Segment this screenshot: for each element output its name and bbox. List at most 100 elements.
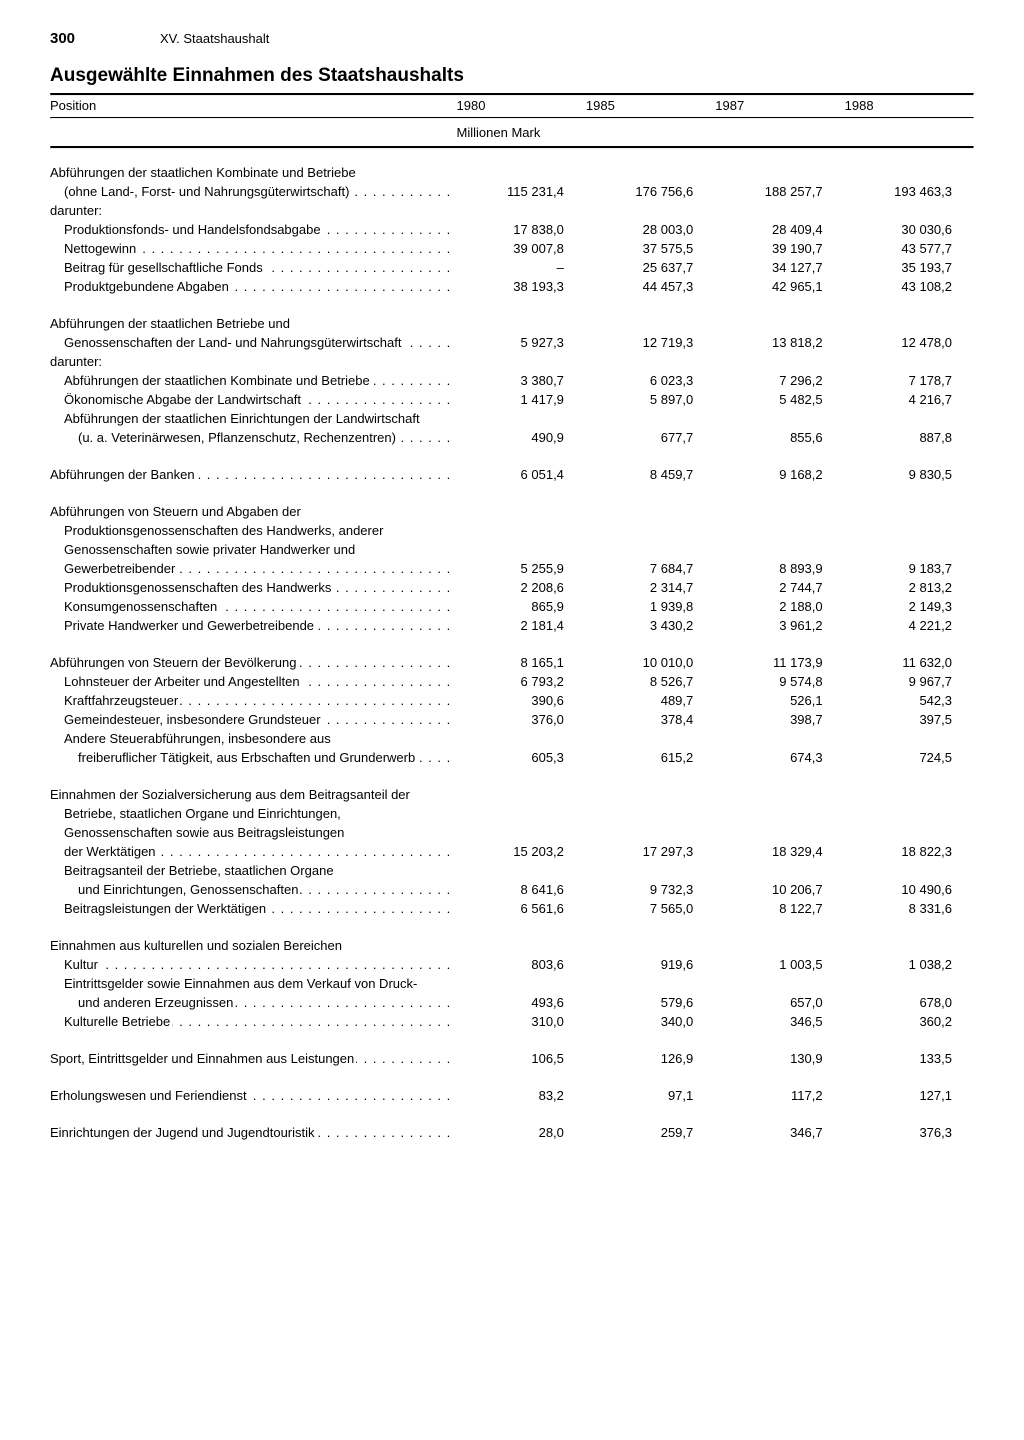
cell-value bbox=[715, 785, 844, 804]
cell-value: 28 409,4 bbox=[715, 220, 844, 239]
row-label: Nettogewinn bbox=[50, 239, 457, 258]
cell-value: 378,4 bbox=[586, 710, 715, 729]
table-row: Kultur803,6919,61 003,51 038,2 bbox=[50, 955, 974, 974]
cell-value: 30 030,6 bbox=[845, 220, 974, 239]
cell-value bbox=[715, 540, 844, 559]
cell-value bbox=[457, 502, 586, 521]
cell-value: 43 108,2 bbox=[845, 277, 974, 296]
cell-value bbox=[586, 521, 715, 540]
table-row: Betriebe, staatlichen Organe und Einrich… bbox=[50, 804, 974, 823]
cell-value: 310,0 bbox=[457, 1012, 586, 1031]
row-label: Abführungen der Banken bbox=[50, 465, 457, 484]
cell-value: 38 193,3 bbox=[457, 277, 586, 296]
cell-value: 526,1 bbox=[715, 691, 844, 710]
row-label: und Einrichtungen, Genossenschaften bbox=[50, 880, 457, 899]
cell-value bbox=[586, 729, 715, 748]
cell-value: 117,2 bbox=[715, 1086, 844, 1105]
cell-value bbox=[457, 785, 586, 804]
cell-value bbox=[457, 409, 586, 428]
cell-value: 8 893,9 bbox=[715, 559, 844, 578]
row-label: Ökonomische Abgabe der Landwirtschaft bbox=[50, 390, 457, 409]
cell-value: 865,9 bbox=[457, 597, 586, 616]
cell-value: 2 744,7 bbox=[715, 578, 844, 597]
row-label: Einrichtungen der Jugend und Jugendtouri… bbox=[50, 1123, 457, 1142]
rule-mid1 bbox=[50, 117, 974, 119]
cell-value: 1 038,2 bbox=[845, 955, 974, 974]
cell-value: 25 637,7 bbox=[586, 258, 715, 277]
cell-value: 12 719,3 bbox=[586, 333, 715, 352]
row-label: Abführungen von Steuern der Bevölkerung bbox=[50, 653, 457, 672]
cell-value: 39 190,7 bbox=[715, 239, 844, 258]
table-row: darunter: bbox=[50, 352, 974, 371]
page-number: 300 bbox=[50, 30, 160, 47]
rule-mid2 bbox=[50, 146, 974, 149]
cell-value bbox=[457, 729, 586, 748]
cell-value bbox=[845, 785, 974, 804]
cell-value bbox=[457, 936, 586, 955]
cell-value bbox=[586, 861, 715, 880]
row-label: darunter: bbox=[50, 201, 457, 220]
cell-value: 188 257,7 bbox=[715, 182, 844, 201]
table-row: Einnahmen der Sozialversicherung aus dem… bbox=[50, 785, 974, 804]
cell-value bbox=[845, 151, 974, 182]
cell-value bbox=[586, 823, 715, 842]
table-row: Abführungen von Steuern der Bevölkerung8… bbox=[50, 653, 974, 672]
table-row bbox=[50, 447, 974, 465]
cell-value: 579,6 bbox=[586, 993, 715, 1012]
cell-value: 6 793,2 bbox=[457, 672, 586, 691]
row-label: Beitrag für gesellschaftliche Fonds bbox=[50, 258, 457, 277]
table-row: Abführungen der staatlichen Einrichtunge… bbox=[50, 409, 974, 428]
cell-value bbox=[586, 540, 715, 559]
row-label: Produktionsgenossenschaften des Handwerk… bbox=[50, 521, 457, 540]
cell-value bbox=[845, 314, 974, 333]
cell-value: 7 296,2 bbox=[715, 371, 844, 390]
cell-value: 677,7 bbox=[586, 428, 715, 447]
table-row: Produktgebundene Abgaben38 193,344 457,3… bbox=[50, 277, 974, 296]
cell-value: 489,7 bbox=[586, 691, 715, 710]
cell-value bbox=[586, 936, 715, 955]
cell-value bbox=[715, 804, 844, 823]
cell-value: 35 193,7 bbox=[845, 258, 974, 277]
cell-value bbox=[845, 729, 974, 748]
col-year-3: 1988 bbox=[845, 96, 974, 115]
cell-value: 42 965,1 bbox=[715, 277, 844, 296]
data-table: Position 1980 1985 1987 1988 Millionen M… bbox=[50, 96, 974, 1142]
table-row bbox=[50, 1105, 974, 1123]
cell-value: 3 380,7 bbox=[457, 371, 586, 390]
row-label: und anderen Erzeugnissen bbox=[50, 993, 457, 1012]
row-label: darunter: bbox=[50, 352, 457, 371]
cell-value: 127,1 bbox=[845, 1086, 974, 1105]
cell-value bbox=[586, 785, 715, 804]
cell-value: 18 329,4 bbox=[715, 842, 844, 861]
cell-value bbox=[715, 729, 844, 748]
col-year-2: 1987 bbox=[715, 96, 844, 115]
col-year-0: 1980 bbox=[457, 96, 586, 115]
cell-value: 605,3 bbox=[457, 748, 586, 767]
cell-value: 346,7 bbox=[715, 1123, 844, 1142]
table-row: Abführungen der Banken6 051,48 459,79 16… bbox=[50, 465, 974, 484]
cell-value bbox=[457, 974, 586, 993]
row-label: (ohne Land-, Forst- und Nahrungsgüterwir… bbox=[50, 182, 457, 201]
cell-value bbox=[457, 151, 586, 182]
cell-value: 390,6 bbox=[457, 691, 586, 710]
table-row: (ohne Land-, Forst- und Nahrungsgüterwir… bbox=[50, 182, 974, 201]
cell-value: 2 181,4 bbox=[457, 616, 586, 635]
cell-value: 5 255,9 bbox=[457, 559, 586, 578]
cell-value: 176 756,6 bbox=[586, 182, 715, 201]
row-label: Beitragsanteil der Betriebe, staatlichen… bbox=[50, 861, 457, 880]
cell-value: 542,3 bbox=[845, 691, 974, 710]
cell-value: 11 173,9 bbox=[715, 653, 844, 672]
cell-value: 17 838,0 bbox=[457, 220, 586, 239]
cell-value bbox=[715, 151, 844, 182]
cell-value: 115 231,4 bbox=[457, 182, 586, 201]
table-row: Lohnsteuer der Arbeiter und Angestellten… bbox=[50, 672, 974, 691]
cell-value bbox=[845, 201, 974, 220]
table-row: Einrichtungen der Jugend und Jugendtouri… bbox=[50, 1123, 974, 1142]
table-row bbox=[50, 1031, 974, 1049]
cell-value: 887,8 bbox=[845, 428, 974, 447]
table-row: und anderen Erzeugnissen493,6579,6657,06… bbox=[50, 993, 974, 1012]
cell-value bbox=[586, 151, 715, 182]
table-row: Beitragsanteil der Betriebe, staatlichen… bbox=[50, 861, 974, 880]
cell-value: 3 430,2 bbox=[586, 616, 715, 635]
cell-value: 493,6 bbox=[457, 993, 586, 1012]
